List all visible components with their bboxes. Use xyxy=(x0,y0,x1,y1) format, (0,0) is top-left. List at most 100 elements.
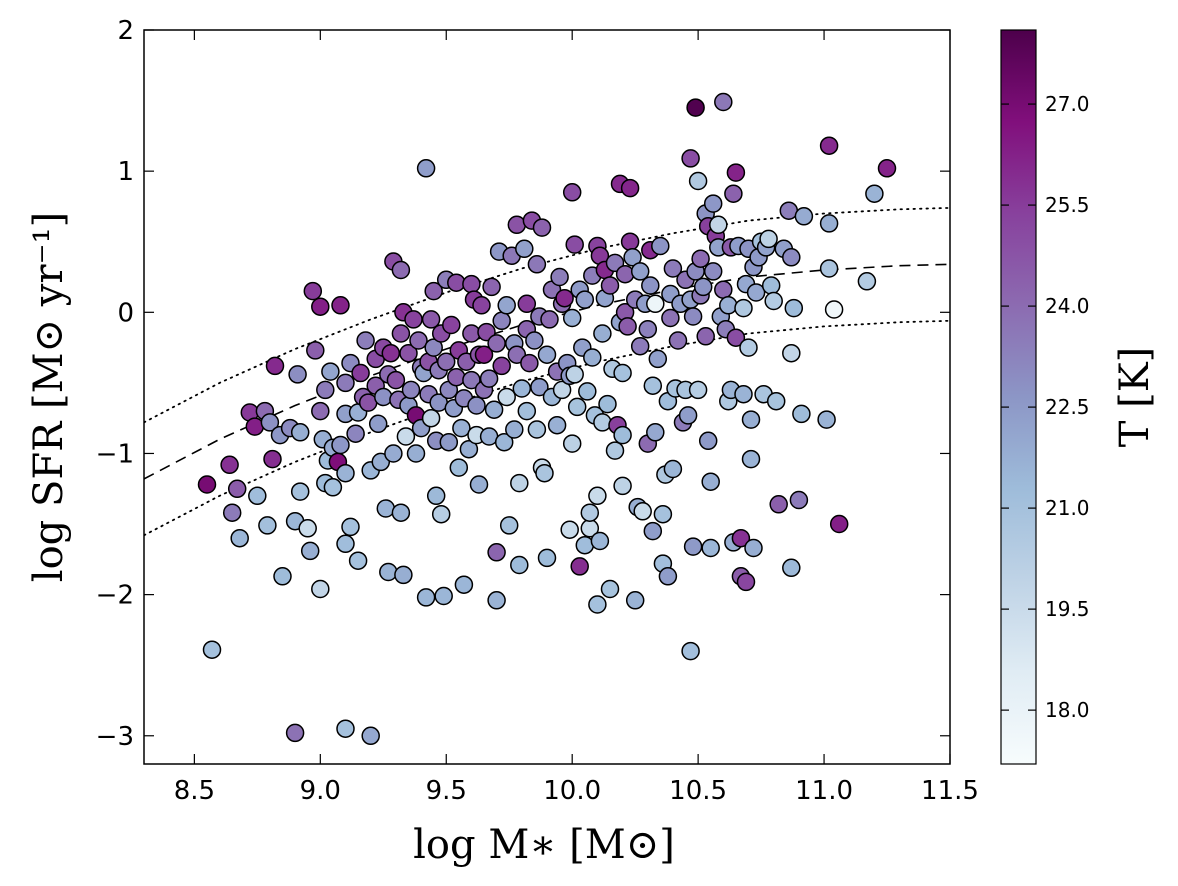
data-point xyxy=(618,317,637,336)
y-tick-label: 1 xyxy=(117,157,134,187)
data-point xyxy=(331,296,350,315)
data-point xyxy=(653,504,673,524)
colorbar-gradient xyxy=(1000,29,1037,765)
data-point xyxy=(547,415,567,435)
data-point xyxy=(265,356,285,376)
data-point xyxy=(263,449,282,469)
data-point xyxy=(681,149,700,168)
data-point xyxy=(792,404,811,424)
data-point xyxy=(789,490,809,510)
data-point xyxy=(605,441,625,460)
data-point xyxy=(583,348,602,367)
data-point xyxy=(824,300,844,319)
colorbar: 27.0 25.5 24.0 22.5 21.0 19.5 18.0 T [K] xyxy=(1000,29,1158,765)
colorbar-tick-label: 18.0 xyxy=(1045,698,1090,722)
data-point xyxy=(273,567,292,586)
data-point xyxy=(323,478,343,497)
data-point xyxy=(248,486,267,506)
data-point xyxy=(394,565,413,585)
data-point xyxy=(507,345,527,364)
data-point xyxy=(336,719,355,738)
data-point xyxy=(769,495,788,514)
data-point xyxy=(497,296,516,315)
data-point xyxy=(663,459,683,479)
data-point xyxy=(421,408,441,428)
data-point xyxy=(376,499,396,518)
data-point xyxy=(222,503,242,522)
data-point xyxy=(575,535,595,555)
data-point xyxy=(479,369,499,388)
data-point xyxy=(719,296,738,315)
data-point xyxy=(726,328,746,347)
data-point xyxy=(321,362,340,381)
x-tick-label: 10.0 xyxy=(543,776,601,806)
y-tick-label: 2 xyxy=(117,16,134,46)
data-point xyxy=(452,418,471,438)
data-point xyxy=(696,327,715,346)
y-tick-label: −3 xyxy=(96,722,134,752)
data-point xyxy=(736,572,756,592)
data-point xyxy=(865,184,884,203)
data-point xyxy=(447,367,466,387)
data-point xyxy=(714,92,733,112)
x-tick-label: 10.5 xyxy=(669,776,727,806)
upper-scatter-line xyxy=(144,207,950,424)
data-point xyxy=(285,723,305,743)
data-point xyxy=(391,324,411,343)
data-point xyxy=(431,504,451,524)
data-point xyxy=(409,331,428,350)
data-point xyxy=(744,538,763,558)
data-point xyxy=(227,479,247,499)
data-point xyxy=(492,356,511,376)
data-point xyxy=(661,308,680,328)
data-point xyxy=(517,294,537,314)
data-point xyxy=(436,352,456,371)
data-point xyxy=(391,503,411,522)
data-point xyxy=(648,349,668,369)
data-point xyxy=(764,291,783,311)
data-point xyxy=(535,463,554,483)
data-point xyxy=(550,267,569,287)
x-tick-label: 9.5 xyxy=(426,776,467,806)
data-point xyxy=(698,431,718,451)
data-point xyxy=(346,424,365,443)
data-point xyxy=(625,591,645,610)
data-point xyxy=(532,218,552,237)
data-point xyxy=(348,551,368,570)
data-point xyxy=(487,591,506,610)
data-point xyxy=(202,640,222,659)
data-point xyxy=(494,432,514,452)
y-tick-label: −1 xyxy=(96,439,134,469)
data-point xyxy=(368,414,388,434)
data-point xyxy=(703,262,723,281)
data-point xyxy=(782,343,801,363)
data-point xyxy=(562,308,582,328)
data-point xyxy=(290,423,310,442)
data-point xyxy=(555,288,574,308)
data-point xyxy=(288,365,307,384)
data-point xyxy=(416,588,436,607)
data-point xyxy=(482,277,501,297)
x-tick-label: 9.0 xyxy=(300,776,341,806)
data-point xyxy=(620,178,640,198)
data-point xyxy=(462,324,481,343)
data-point xyxy=(580,503,600,522)
data-point xyxy=(623,248,642,267)
data-point xyxy=(341,517,360,537)
colorbar-tick-label: 24.0 xyxy=(1045,294,1090,318)
data-point xyxy=(298,519,317,538)
data-point xyxy=(374,387,393,407)
data-point xyxy=(492,311,511,331)
data-point xyxy=(386,370,406,390)
colorbar-tick-label: 19.5 xyxy=(1045,597,1090,621)
data-point xyxy=(230,528,249,548)
data-point xyxy=(794,207,814,226)
data-point xyxy=(688,171,708,191)
data-point xyxy=(663,259,683,278)
data-point xyxy=(766,391,786,411)
data-point xyxy=(449,458,469,477)
data-point xyxy=(678,406,698,425)
data-point xyxy=(303,281,323,301)
data-point xyxy=(701,472,720,491)
